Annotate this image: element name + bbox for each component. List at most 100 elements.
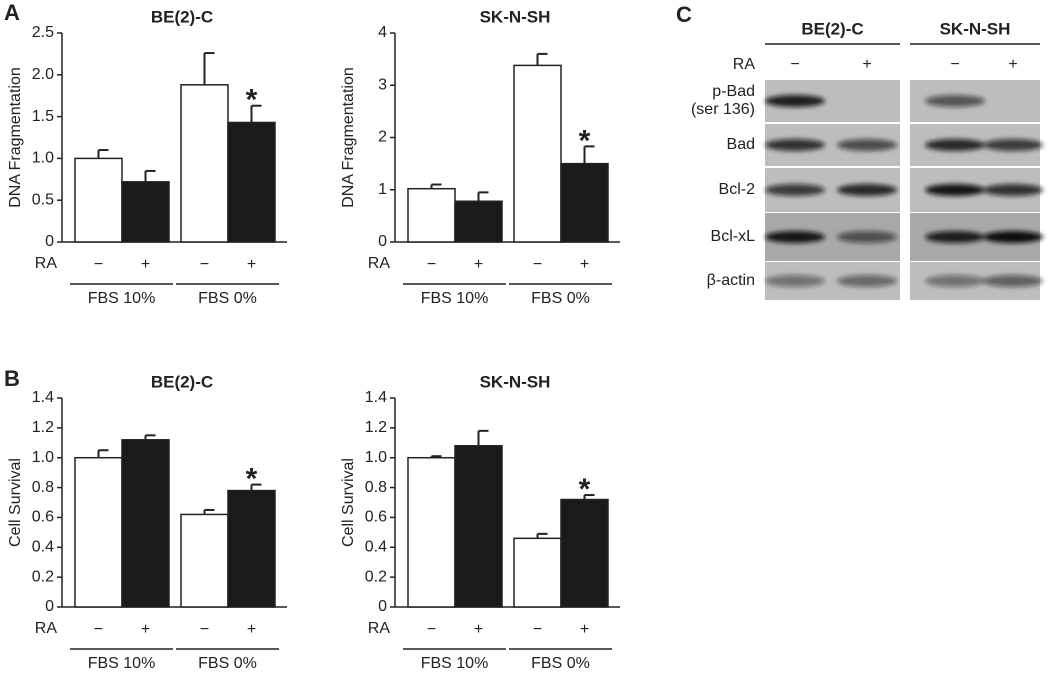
y-tick-label: 2.5 xyxy=(32,24,54,41)
blot-band xyxy=(983,231,1043,243)
blot-band xyxy=(925,275,985,287)
x-tick-label: − xyxy=(427,256,436,273)
bar xyxy=(121,439,170,608)
blot-band xyxy=(765,139,825,151)
bar xyxy=(454,200,503,243)
y-tick-label: 1.4 xyxy=(365,389,387,406)
group-label: FBS 10% xyxy=(421,290,489,307)
blot-band xyxy=(983,275,1043,287)
bar xyxy=(513,64,562,243)
blot-row-label: RA xyxy=(733,56,756,73)
chart-title: BE(2)-C xyxy=(151,372,213,391)
y-tick-label: 1.5 xyxy=(32,108,54,125)
blot-row-name: p-Bad xyxy=(712,83,755,100)
y-tick-label: 1.0 xyxy=(32,449,54,466)
chart-title: BE(2)-C xyxy=(151,7,213,26)
panel-label: C xyxy=(676,2,692,27)
blot-group-label: SK-N-SH xyxy=(940,19,1011,38)
y-tick-label: 1.4 xyxy=(32,389,54,406)
bar xyxy=(180,513,229,608)
blot-band xyxy=(765,275,825,287)
lane-label: + xyxy=(862,56,871,73)
y-tick-label: 2.0 xyxy=(32,66,54,83)
y-tick-label: 1.2 xyxy=(32,419,54,436)
x-tick-label: − xyxy=(200,621,209,638)
group-label: FBS 0% xyxy=(198,655,257,672)
x-tick-label: − xyxy=(94,256,103,273)
chart-title: SK-N-SH xyxy=(480,372,551,391)
x-row-label: RA xyxy=(35,620,58,637)
blot-band xyxy=(925,184,985,196)
significance-mark: * xyxy=(579,124,591,157)
x-tick-label: + xyxy=(141,621,150,638)
blot-band xyxy=(765,95,825,107)
y-tick-label: 0 xyxy=(378,233,387,250)
x-tick-label: + xyxy=(580,621,589,638)
bar xyxy=(227,121,276,243)
y-axis-label: Cell Survival xyxy=(340,458,357,547)
y-tick-label: 1 xyxy=(378,181,387,198)
blot-row-name: Bcl-xL xyxy=(711,228,756,245)
blot-band xyxy=(837,275,897,287)
x-tick-label: − xyxy=(533,621,542,638)
y-tick-label: 0 xyxy=(45,233,54,250)
bar xyxy=(74,157,123,243)
y-tick-label: 0 xyxy=(378,598,387,615)
bar xyxy=(74,456,123,608)
y-tick-label: 0.4 xyxy=(365,539,387,556)
group-label: FBS 0% xyxy=(531,655,590,672)
panel-label: B xyxy=(4,366,20,391)
y-tick-label: 0 xyxy=(45,598,54,615)
x-row-label: RA xyxy=(368,255,391,272)
bar xyxy=(407,187,456,243)
blot-band xyxy=(765,184,825,196)
blot-band xyxy=(837,231,897,243)
bar xyxy=(513,537,562,608)
y-tick-label: 0.5 xyxy=(32,191,54,208)
y-tick-label: 0.8 xyxy=(365,479,387,496)
lane-label: + xyxy=(1008,56,1017,73)
y-axis-label: DNA Fragmentation xyxy=(7,67,24,208)
x-tick-label: − xyxy=(200,256,209,273)
y-tick-label: 3 xyxy=(378,76,387,93)
blot-row-name: (ser 136) xyxy=(691,101,755,118)
bar xyxy=(407,456,456,608)
chart-title: SK-N-SH xyxy=(480,7,551,26)
y-tick-label: 1.0 xyxy=(365,449,387,466)
panel-label: A xyxy=(4,0,20,25)
x-tick-label: + xyxy=(247,256,256,273)
group-label: FBS 0% xyxy=(531,290,590,307)
y-tick-label: 4 xyxy=(378,24,387,41)
y-tick-label: 0.6 xyxy=(32,509,54,526)
x-tick-label: + xyxy=(141,256,150,273)
x-row-label: RA xyxy=(368,620,391,637)
bar xyxy=(180,84,229,243)
blot-band xyxy=(837,139,897,151)
x-tick-label: − xyxy=(94,621,103,638)
y-tick-label: 0.2 xyxy=(365,568,387,585)
significance-mark: * xyxy=(579,473,591,506)
group-label: FBS 10% xyxy=(421,655,489,672)
bar xyxy=(454,445,503,608)
blot-row-name: Bcl-2 xyxy=(719,181,756,198)
bar xyxy=(560,162,609,243)
blot-band xyxy=(925,139,985,151)
y-tick-label: 1.0 xyxy=(32,150,54,167)
x-tick-label: + xyxy=(580,256,589,273)
group-label: FBS 10% xyxy=(88,290,156,307)
blot-band xyxy=(837,184,897,196)
y-tick-label: 0.4 xyxy=(32,539,54,556)
lane-label: − xyxy=(790,56,799,73)
y-axis-label: Cell Survival xyxy=(7,458,24,547)
y-axis-label: DNA Fragmentation xyxy=(340,67,357,208)
blot-row-name: β-actin xyxy=(707,272,755,289)
y-tick-label: 0.8 xyxy=(32,479,54,496)
significance-mark: * xyxy=(246,463,258,496)
y-tick-label: 0.6 xyxy=(365,509,387,526)
x-tick-label: + xyxy=(474,621,483,638)
x-tick-label: + xyxy=(247,621,256,638)
lane-label: − xyxy=(950,56,959,73)
x-tick-label: − xyxy=(427,621,436,638)
x-row-label: RA xyxy=(35,255,58,272)
